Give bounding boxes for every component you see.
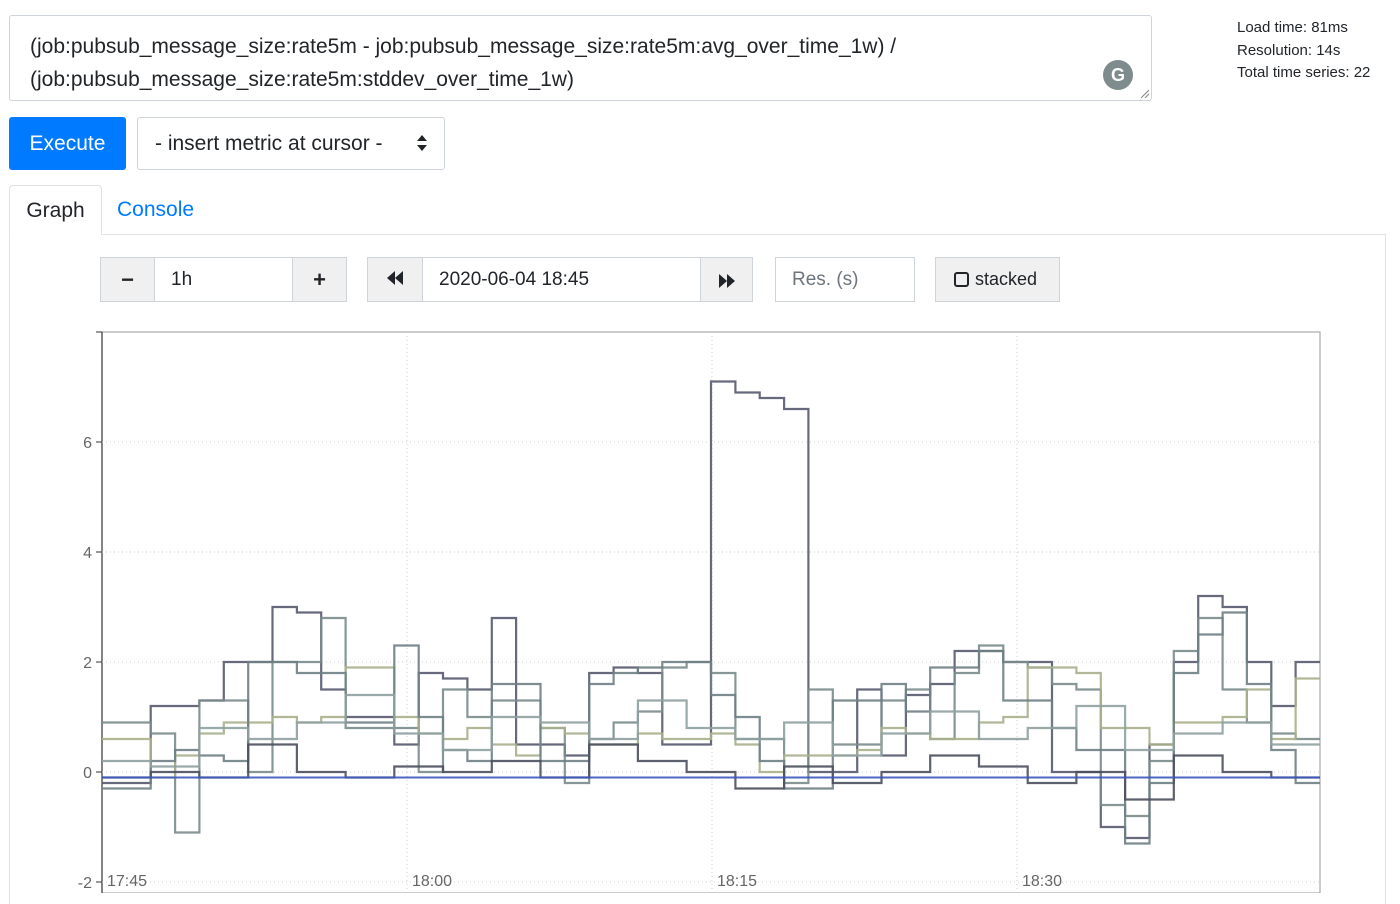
resolution: Resolution: 14s <box>1237 41 1341 59</box>
series-line <box>102 743 1320 801</box>
x-tick-label: 17:45 <box>107 873 147 890</box>
load-time: Load time: 81ms <box>1237 19 1348 36</box>
graph-panel <box>9 234 1386 904</box>
x-tick-label: 18:15 <box>717 873 757 890</box>
y-tick-label: 0 <box>83 765 92 782</box>
end-time-input[interactable]: 2020-06-04 18:45 <box>422 257 702 302</box>
series-line <box>102 611 1320 845</box>
series-line <box>102 380 1320 840</box>
y-tick-label: 2 <box>83 655 92 672</box>
execute-button[interactable]: Execute <box>9 117 126 170</box>
range-decrease-button[interactable]: − <box>100 257 155 302</box>
range-input[interactable]: 1h <box>154 257 294 302</box>
query-input[interactable]: (job:pubsub_message_size:rate5m - job:pu… <box>9 15 1152 101</box>
rewind-icon <box>387 271 403 285</box>
grammarly-icon[interactable]: G <box>1103 60 1133 90</box>
query-line-1: (job:pubsub_message_size:rate5m - job:pu… <box>30 35 897 58</box>
end-time-back-button[interactable] <box>367 257 423 302</box>
stacked-label: stacked <box>975 269 1038 289</box>
end-time-forward-button[interactable] <box>700 257 753 302</box>
resolution-input[interactable]: Res. (s) <box>775 257 915 302</box>
query-stats: Load time: 81ms Resolution: 14s Total ti… <box>1237 17 1370 85</box>
y-tick-label: 4 <box>83 545 92 562</box>
range-increase-button[interactable]: + <box>292 257 347 302</box>
y-tick-label: -2 <box>78 875 92 892</box>
stacked-toggle[interactable]: stacked <box>935 257 1060 302</box>
insert-metric-select-value: - insert metric at cursor - <box>155 132 383 155</box>
insert-metric-select[interactable]: - insert metric at cursor - <box>137 117 445 170</box>
fast-forward-icon <box>718 274 735 288</box>
query-line-2: (job:pubsub_message_size:rate5m:stddev_o… <box>30 68 574 91</box>
select-arrows-icon <box>416 134 428 154</box>
series-line <box>102 693 1320 768</box>
x-tick-label: 18:00 <box>412 873 452 890</box>
tab-console[interactable]: Console <box>117 198 195 221</box>
checkbox-icon <box>954 272 969 287</box>
y-tick-label: 6 <box>83 435 92 452</box>
tab-graph[interactable]: Graph <box>9 185 102 235</box>
total-time-series: Total time series: 22 <box>1237 64 1371 81</box>
resize-grip-icon[interactable] <box>1139 88 1149 98</box>
x-tick-label: 18:30 <box>1022 873 1062 890</box>
